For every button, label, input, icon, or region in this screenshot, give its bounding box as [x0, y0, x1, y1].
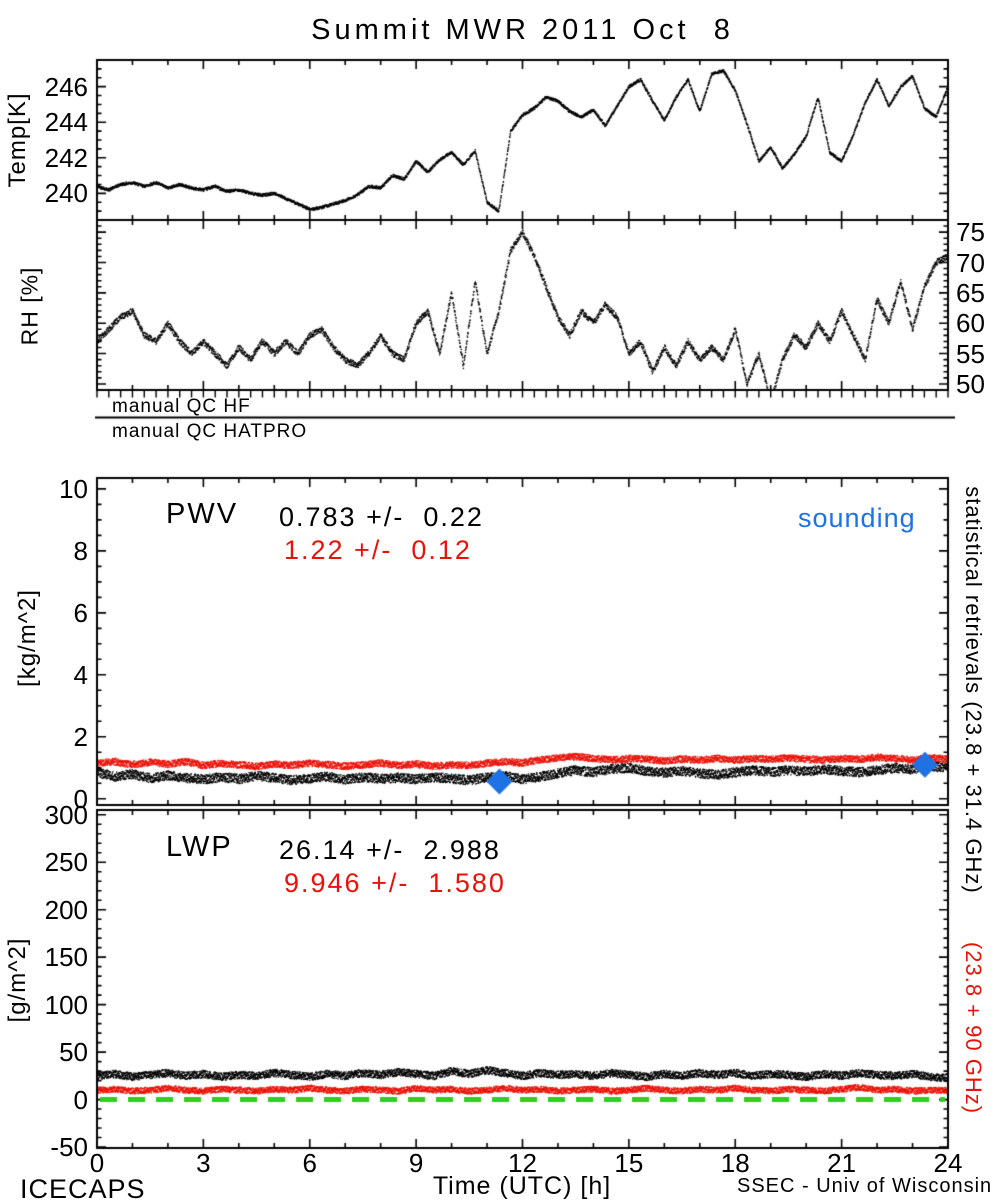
footer-credit-label: SSEC - Univ of Wisconsin: [737, 1175, 993, 1197]
temp-y-axis-label: Temp[K]: [4, 92, 31, 188]
lwp-stats-red: 9.946 +/- 1.580: [284, 868, 506, 898]
y-tick-label-rh: 50: [956, 368, 985, 399]
chart-title: Summit MWR 2011 Oct 8: [311, 14, 734, 46]
y-tick-label-rh: 55: [956, 338, 985, 369]
y-tick-label-pwv: 6: [73, 597, 88, 628]
y-tick-label-lwp: 0: [73, 1084, 88, 1115]
y-tick-label-lwp: 100: [44, 989, 88, 1020]
footer-project-label: ICECAPS: [20, 1174, 146, 1200]
x-tick-label: 21: [827, 1148, 857, 1178]
lwp-stats-black: 26.14 +/- 2.988: [279, 835, 501, 865]
y-tick-label-pwv: 10: [59, 473, 88, 504]
x-tick-label: 6: [302, 1148, 317, 1178]
x-tick-label: 18: [720, 1148, 750, 1178]
y-tick-label-lwp: -50: [50, 1132, 88, 1163]
x-tick-label: 12: [508, 1148, 537, 1178]
sounding-legend-label: sounding: [798, 503, 916, 533]
pwv-stats-red: 1.22 +/- 0.12: [284, 535, 472, 565]
y-tick-label-lwp: 300: [44, 799, 88, 830]
y-tick-label-rh: 70: [956, 247, 985, 278]
x-tick-label: 3: [196, 1148, 211, 1178]
x-tick-label: 0: [89, 1148, 105, 1178]
x-tick-label: 9: [408, 1148, 424, 1178]
y-tick-label-rh: 65: [956, 277, 985, 308]
lwp-panel-title: LWP: [166, 831, 233, 863]
x-tick-label: 15: [614, 1148, 644, 1178]
y-tick-label-rh: 60: [956, 308, 985, 339]
qc-hf-label: manual QC HF: [112, 396, 251, 417]
y-tick-label-rh: 75: [956, 217, 985, 248]
rh-y-axis-label: RH [%]: [16, 266, 43, 346]
x-axis-label: Time (UTC) [h]: [432, 1172, 612, 1200]
right-axis-caption-black: statistical retrievals (23.8 + 31.4 GHz): [961, 486, 986, 894]
y-tick-label-lwp: 250: [44, 847, 88, 878]
y-tick-label-temp: 242: [44, 142, 88, 173]
y-tick-label-pwv: 4: [73, 659, 88, 690]
y-tick-label-pwv: 2: [73, 721, 88, 752]
y-tick-label-lwp: 200: [44, 894, 88, 925]
y-tick-label-lwp: 150: [44, 942, 88, 973]
y-tick-label-lwp: 50: [59, 1037, 88, 1068]
pwv-panel-title: PWV: [166, 498, 239, 530]
y-tick-label-pwv: 8: [73, 535, 88, 566]
y-tick-label-temp: 240: [44, 178, 88, 209]
y-tick-label-temp: 246: [44, 71, 88, 102]
qc-hatpro-label: manual QC HATPRO: [112, 421, 308, 442]
pwv-stats-black: 0.783 +/- 0.22: [279, 502, 484, 532]
x-tick-label: 24: [933, 1148, 963, 1178]
right-axis-caption-red: (23.8 + 90 GHz): [961, 941, 986, 1115]
y-tick-label-pwv: 0: [73, 783, 88, 814]
y-tick-label-temp: 244: [44, 107, 88, 138]
